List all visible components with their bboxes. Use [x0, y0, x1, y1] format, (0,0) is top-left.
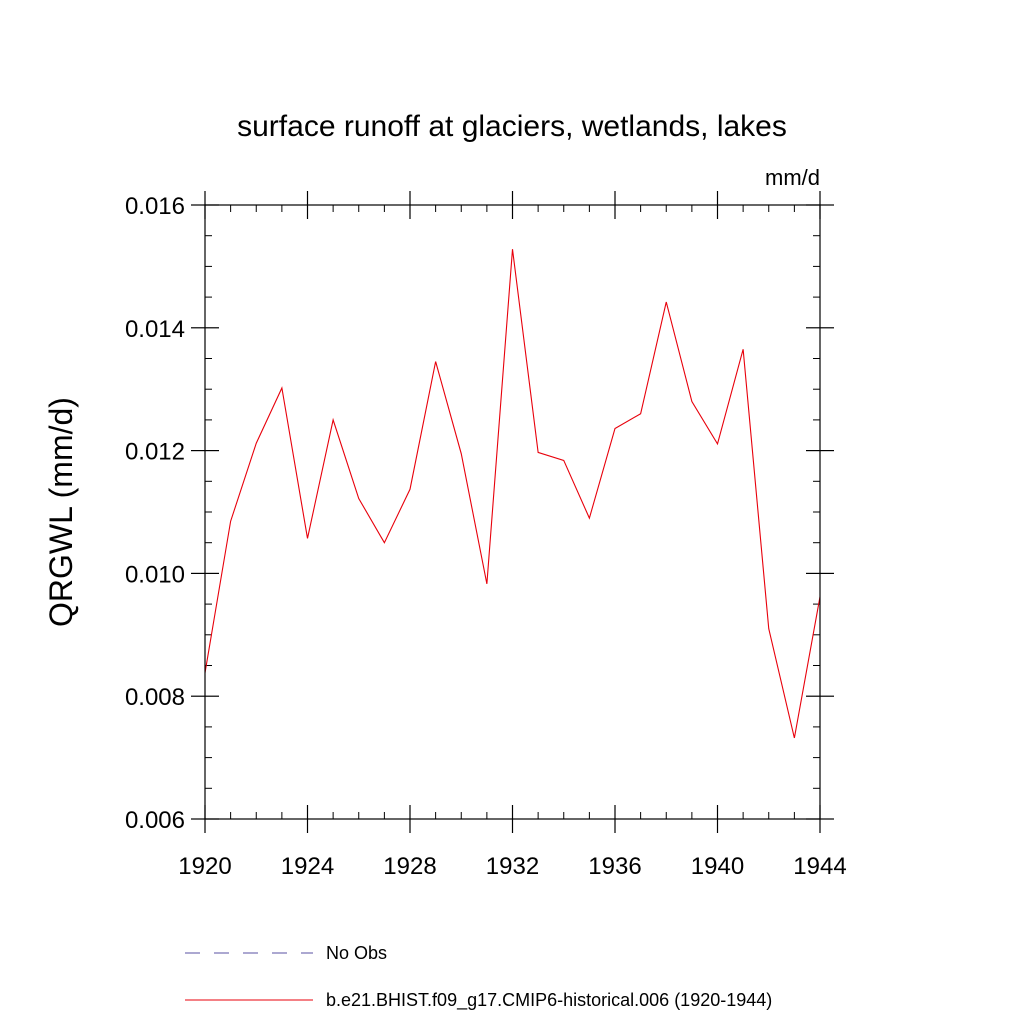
y-tick-label: 0.008 — [125, 684, 185, 711]
x-tick-label: 1924 — [281, 853, 334, 880]
legend: No Obs b.e21.BHIST.f09_g17.CMIP6-historic… — [185, 943, 772, 1011]
y-tick-label: 0.006 — [125, 807, 185, 834]
series-line — [204, 249, 821, 739]
legend-label: No Obs — [326, 943, 387, 963]
x-tick-label: 1932 — [486, 853, 539, 880]
chart-title: surface runoff at glaciers, wetlands, la… — [237, 110, 787, 143]
y-tick-label: 0.012 — [125, 439, 185, 466]
legend-label: b.e21.BHIST.f09_g17.CMIP6-historical.006… — [326, 990, 772, 1011]
x-tick-label: 1940 — [691, 853, 744, 880]
series-layer — [204, 249, 821, 739]
x-tick-label: 1920 — [178, 853, 231, 880]
y-axis-label: QRGWL (mm/d) — [43, 397, 79, 627]
axis-ticks — [191, 191, 834, 833]
plot-frame — [204, 204, 821, 820]
x-tick-label: 1936 — [588, 853, 641, 880]
y-tick-label: 0.014 — [125, 316, 185, 343]
units-label: mm/d — [765, 165, 820, 190]
x-tick-label: 1928 — [383, 853, 436, 880]
x-tick-label: 1944 — [793, 853, 846, 880]
y-tick-label: 0.010 — [125, 561, 185, 588]
axis-tick-labels: 1920 1924 1928 1932 1936 1940 1944 0.006 0.008 0.… — [125, 193, 847, 880]
y-tick-label: 0.016 — [125, 193, 185, 220]
